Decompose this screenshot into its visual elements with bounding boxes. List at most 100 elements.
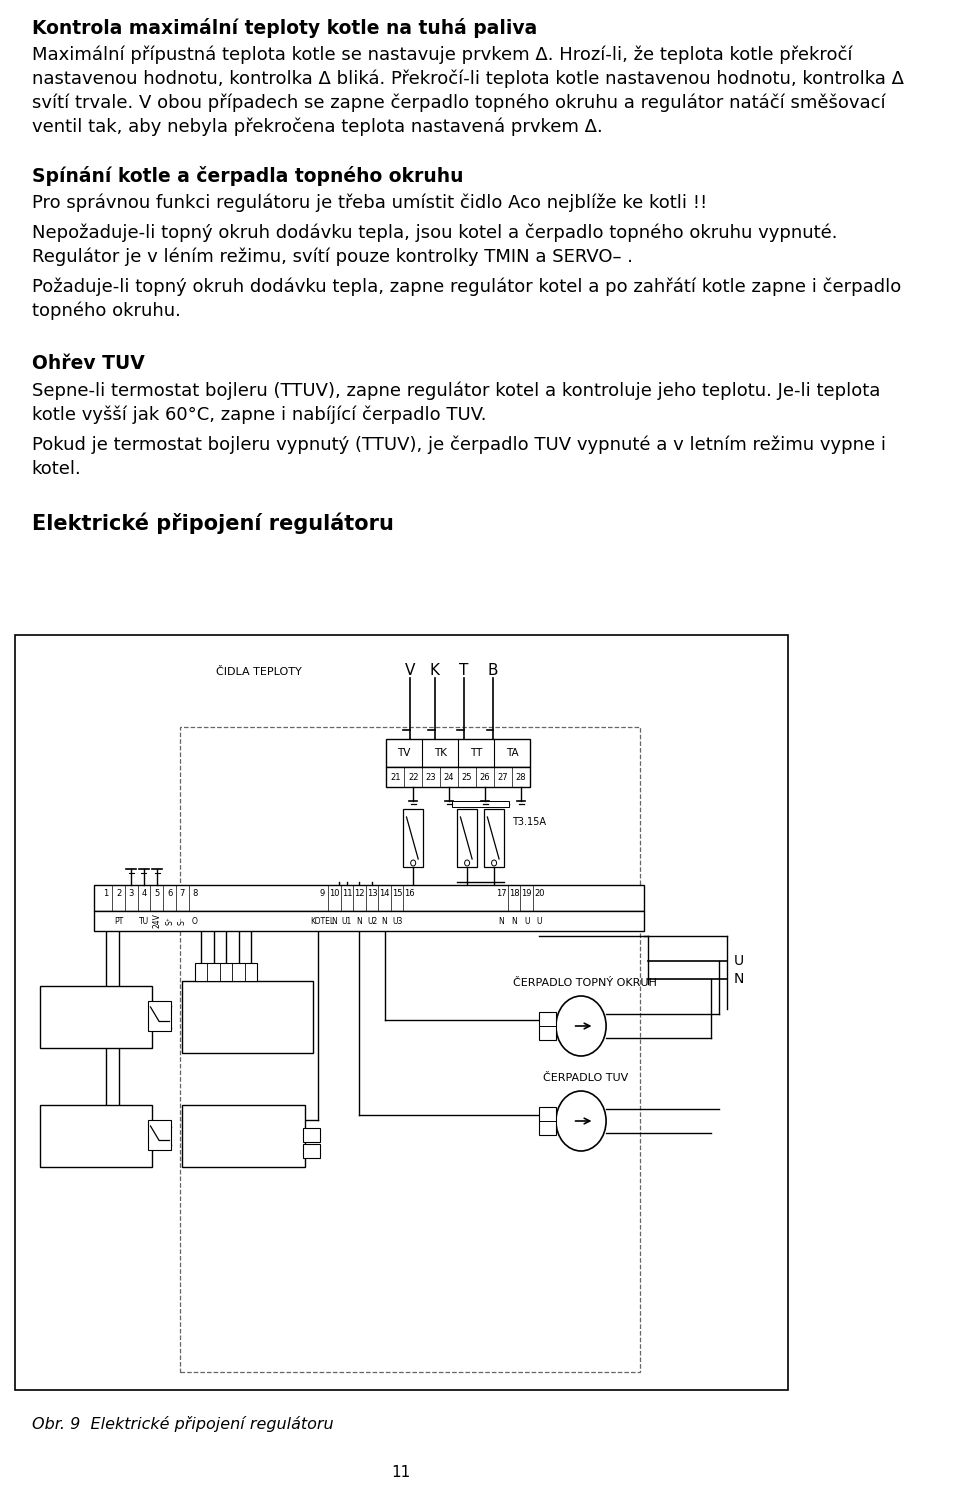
Text: 17: 17 xyxy=(496,890,507,898)
Text: U: U xyxy=(524,916,529,925)
Text: TK: TK xyxy=(434,748,446,757)
Text: TERMOSTAT: TERMOSTAT xyxy=(56,1019,117,1029)
Text: Obr. 9  Elektrické připojení regulátoru: Obr. 9 Elektrické připojení regulátoru xyxy=(32,1417,333,1432)
Bar xyxy=(180,728,639,1372)
Text: 13: 13 xyxy=(367,890,377,898)
Bar xyxy=(182,982,314,1053)
Text: N: N xyxy=(382,916,388,925)
Text: Pro správnou funkci regulátoru je třeba umístit čidlo Aco nejblíže ke kotli !!: Pro správnou funkci regulátoru je třeba … xyxy=(32,195,707,212)
Text: POKOJOVÝ: POKOJOVÝ xyxy=(60,1002,112,1014)
Text: Ohřev TUV: Ohřev TUV xyxy=(32,353,145,373)
Text: 22: 22 xyxy=(408,772,419,781)
Text: N: N xyxy=(331,916,337,925)
Text: Pokud je termostat bojleru vypnutý (TTUV), je čerpadlo TUV vypnuté a v letním re: Pokud je termostat bojleru vypnutý (TTUV… xyxy=(32,437,886,454)
Text: N: N xyxy=(498,916,504,925)
Text: kotel.: kotel. xyxy=(32,460,82,478)
Text: 14: 14 xyxy=(379,890,390,898)
Bar xyxy=(182,1105,305,1167)
Text: V: V xyxy=(404,662,415,679)
Text: 24V/50Hz, 120sec./90°: 24V/50Hz, 120sec./90° xyxy=(188,1019,307,1029)
Text: 24: 24 xyxy=(444,772,454,781)
Bar xyxy=(303,1143,321,1158)
Circle shape xyxy=(411,860,416,866)
Text: TV: TV xyxy=(397,748,411,757)
Text: KOTEL: KOTEL xyxy=(310,916,334,925)
Text: 19: 19 xyxy=(521,890,532,898)
Bar xyxy=(303,1129,321,1142)
Circle shape xyxy=(556,996,606,1056)
Text: N: N xyxy=(734,973,744,986)
Text: 28: 28 xyxy=(516,772,526,781)
Bar xyxy=(540,1106,556,1135)
Bar xyxy=(540,1011,556,1040)
Text: ventil tak, aby nebyla překročena teplota nastavená prvkem Δ.: ventil tak, aby nebyla překročena teplot… xyxy=(32,117,603,137)
Text: Nepožaduje-li topný okruh dodávku tepla, jsou kotel a čerpadlo topného okruhu vy: Nepožaduje-li topný okruh dodávku tepla,… xyxy=(32,224,837,242)
Circle shape xyxy=(465,860,469,866)
Text: Maximální přípustná teplota kotle se nastavuje prvkem Δ. Hrozí-li, že teplota ko: Maximální přípustná teplota kotle se nas… xyxy=(32,46,852,64)
Bar xyxy=(148,1120,172,1149)
Text: Elektrické připojení regulátoru: Elektrické připojení regulátoru xyxy=(32,512,394,533)
Bar xyxy=(40,1105,152,1167)
Text: 7: 7 xyxy=(180,890,185,898)
Text: Regulátor je v léním režimu, svítí pouze kontrolky TMIN a SERVO– .: Regulátor je v léním režimu, svítí pouze… xyxy=(32,248,633,266)
Text: 21: 21 xyxy=(390,772,400,781)
Text: TA: TA xyxy=(506,748,518,757)
Text: 4: 4 xyxy=(141,890,147,898)
Text: B: B xyxy=(488,662,498,679)
Text: KOTEL: KOTEL xyxy=(222,1129,266,1143)
Text: K: K xyxy=(430,662,440,679)
Text: 26: 26 xyxy=(480,772,491,781)
Text: 1: 1 xyxy=(104,890,108,898)
Text: PT: PT xyxy=(114,916,123,925)
Text: U3: U3 xyxy=(392,916,402,925)
Text: kotle vyšší jak 60°C, zapne i nabíjící čerpadlo TUV.: kotle vyšší jak 60°C, zapne i nabíjící č… xyxy=(32,405,487,425)
Text: SERVOPOHON: SERVOPOHON xyxy=(202,999,295,1013)
Text: 10: 10 xyxy=(329,890,340,898)
Bar xyxy=(452,800,509,806)
Text: O: O xyxy=(192,916,198,925)
Text: 20: 20 xyxy=(534,890,544,898)
Text: S⁻: S⁻ xyxy=(178,916,187,925)
Circle shape xyxy=(492,860,496,866)
Text: N: N xyxy=(512,916,517,925)
Text: 11: 11 xyxy=(342,890,352,898)
Bar xyxy=(484,809,504,867)
Text: Kontrola maximální teploty kotle na tuhá paliva: Kontrola maximální teploty kotle na tuhá… xyxy=(32,18,537,39)
Text: 2: 2 xyxy=(116,890,121,898)
Text: ČERPADLO TOPNÝ OKRUH: ČERPADLO TOPNÝ OKRUH xyxy=(514,979,658,988)
Text: 25: 25 xyxy=(462,772,472,781)
Text: 18: 18 xyxy=(509,890,519,898)
Bar xyxy=(403,809,423,867)
Text: ČIDLA TEPLOTY: ČIDLA TEPLOTY xyxy=(216,667,302,677)
Bar xyxy=(386,766,530,787)
Text: ČERPADLO TUV: ČERPADLO TUV xyxy=(542,1074,628,1083)
Text: N: N xyxy=(356,916,362,925)
Bar xyxy=(148,1001,172,1031)
Text: 9: 9 xyxy=(320,890,324,898)
Bar xyxy=(457,809,477,867)
Bar xyxy=(195,962,257,982)
Text: Sepne-li termostat bojleru (TTUV), zapne regulátor kotel a kontroluje jeho teplo: Sepne-li termostat bojleru (TTUV), zapne… xyxy=(32,382,880,401)
Text: ZÁSOBNÍKU TUV: ZÁSOBNÍKU TUV xyxy=(43,1136,129,1146)
Text: T3.15A: T3.15A xyxy=(513,817,546,827)
Bar xyxy=(94,910,644,931)
Text: 3: 3 xyxy=(129,890,134,898)
Bar xyxy=(15,636,787,1390)
Text: 27: 27 xyxy=(497,772,509,781)
Bar xyxy=(386,740,530,766)
Text: U1: U1 xyxy=(342,916,352,925)
Text: 24V: 24V xyxy=(153,913,161,928)
Bar xyxy=(94,885,644,910)
Text: 11: 11 xyxy=(392,1466,411,1481)
Text: Spínání kotle a čerpadla topného okruhu: Spínání kotle a čerpadla topného okruhu xyxy=(32,166,464,186)
Text: TERMOSTAT: TERMOSTAT xyxy=(56,1120,117,1130)
Text: 6: 6 xyxy=(167,890,173,898)
Text: 23: 23 xyxy=(426,772,437,781)
Text: svítí trvale. V obou případech se zapne čerpadlo topného okruhu a regulátor natá: svítí trvale. V obou případech se zapne … xyxy=(32,94,885,113)
Bar xyxy=(40,986,152,1048)
Text: U: U xyxy=(734,953,744,968)
Text: nastavenou hodnotu, kontrolka Δ bliká. Překročí-li teplota kotle nastavenou hodn: nastavenou hodnotu, kontrolka Δ bliká. P… xyxy=(32,70,903,89)
Text: 5: 5 xyxy=(155,890,159,898)
Text: 8: 8 xyxy=(192,890,198,898)
Text: TU: TU xyxy=(139,916,149,925)
